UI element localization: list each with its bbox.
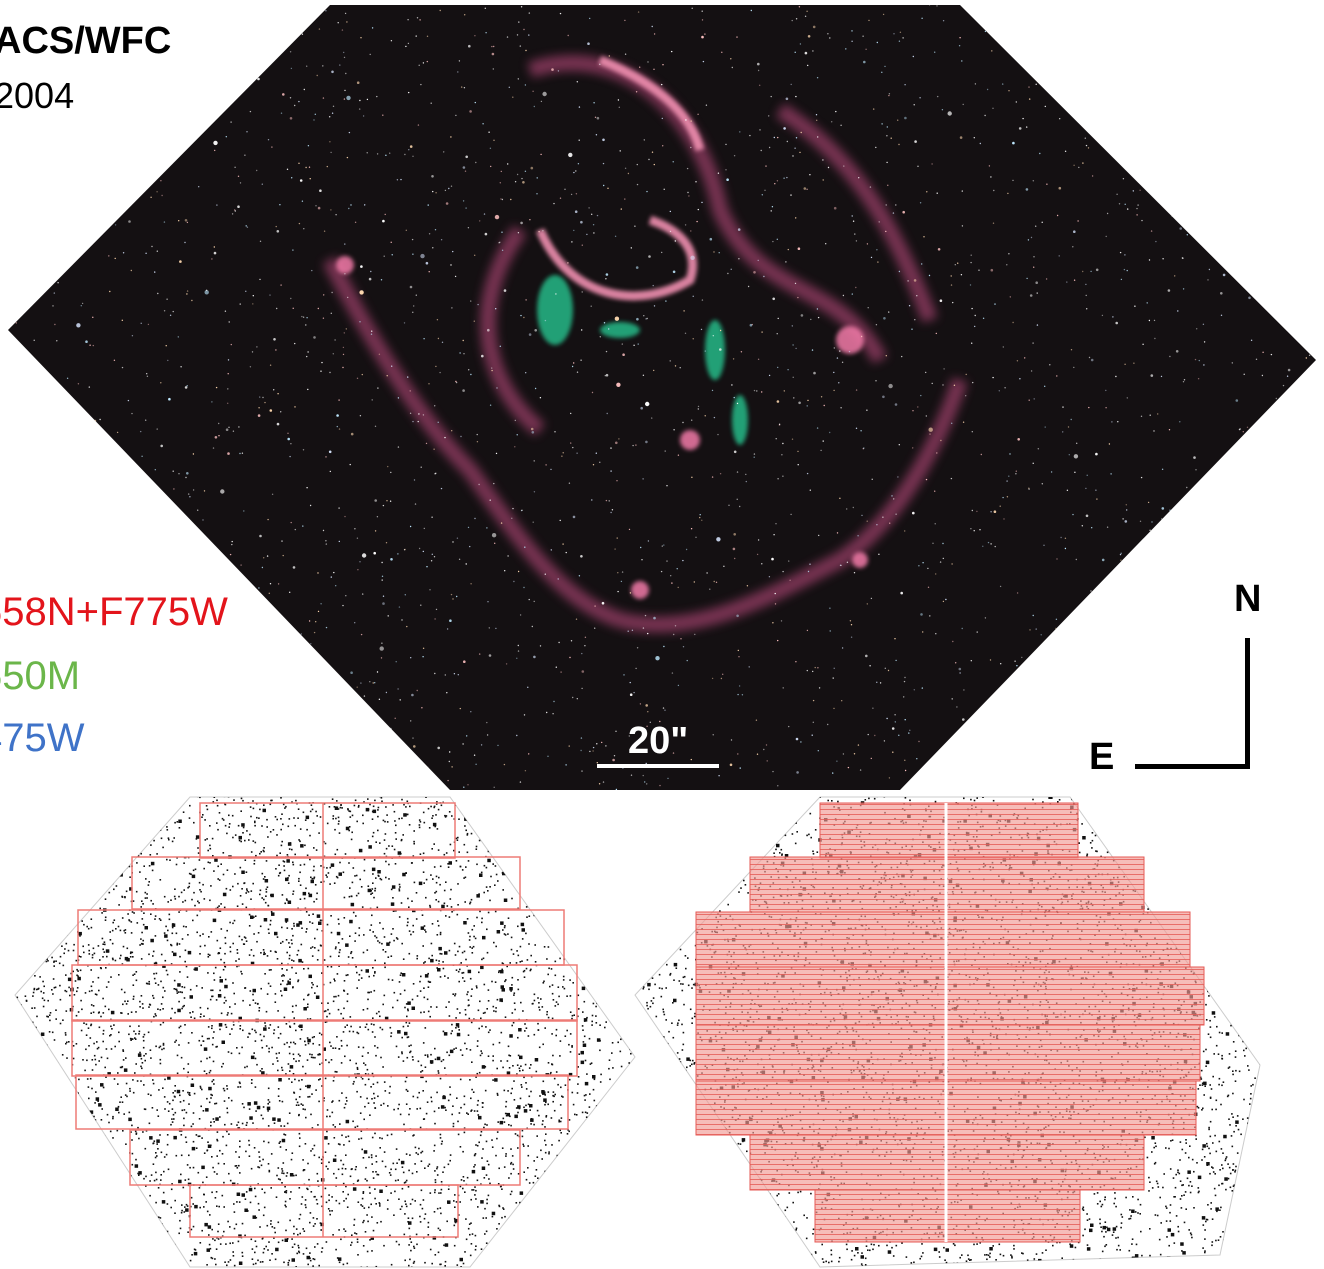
right-footprint-panel xyxy=(634,796,1261,1268)
compass-east-arm xyxy=(1135,764,1250,769)
composite-color-image xyxy=(8,5,1316,790)
scale-bar-label: 20" xyxy=(628,720,689,762)
compass-north-arm xyxy=(1245,638,1250,768)
tile-coverage-right xyxy=(695,802,1205,1243)
left-footprint-panel xyxy=(14,796,636,1268)
compass-north-label: N xyxy=(1234,578,1262,620)
scale-bar xyxy=(597,764,719,768)
image-field xyxy=(8,5,1316,790)
epoch-label: 2004 xyxy=(0,75,75,116)
green-ejecta xyxy=(537,275,748,445)
tile-outlines-left xyxy=(71,802,578,1238)
filter-label-green: 550M xyxy=(0,654,81,698)
filter-label-red: 658N+F775W xyxy=(0,590,228,634)
bright-arc xyxy=(535,55,705,301)
filter-label-blue: 475W xyxy=(0,716,85,760)
nebula-filaments xyxy=(322,55,968,633)
speckle-field-left xyxy=(14,796,636,1268)
instrument-label: ACS/WFC xyxy=(0,20,172,62)
compass-east-label: E xyxy=(1089,736,1115,778)
pink-knots xyxy=(336,256,868,599)
